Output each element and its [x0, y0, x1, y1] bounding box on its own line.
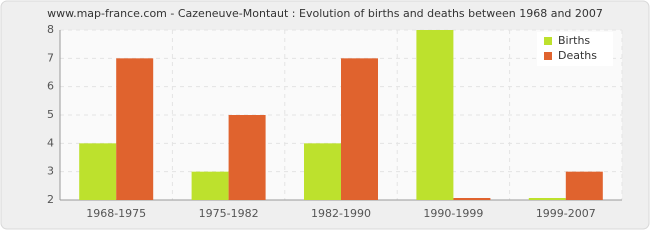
legend-swatch — [544, 52, 552, 60]
bar — [341, 58, 378, 201]
y-tick-label: 8 — [47, 23, 54, 36]
chart: www.map-france.com - Cazeneuve-Montaut :… — [0, 0, 650, 230]
bar — [565, 171, 603, 200]
bar — [79, 143, 117, 200]
bar — [191, 171, 229, 200]
x-tick-label: 1990-1999 — [423, 207, 483, 220]
y-tick-label: 4 — [47, 136, 54, 149]
y-tick-label: 3 — [47, 165, 54, 178]
bar — [304, 143, 341, 200]
bar — [116, 58, 154, 201]
x-tick-label: 1968-1975 — [86, 207, 146, 220]
y-tick-label: 2 — [47, 193, 54, 206]
bar — [228, 115, 266, 200]
x-tick-label: 1999-2007 — [536, 207, 596, 220]
x-tick-label: 1982-1990 — [311, 207, 371, 220]
legend-label: Deaths — [558, 49, 597, 62]
chart-title: www.map-france.com - Cazeneuve-Montaut :… — [47, 7, 603, 20]
legend-swatch — [544, 37, 552, 45]
legend-label: Births — [558, 34, 590, 47]
y-tick-label: 5 — [47, 108, 54, 121]
bar — [453, 198, 491, 200]
bar — [416, 30, 454, 200]
bar — [528, 198, 566, 200]
y-tick-label: 6 — [47, 80, 54, 93]
y-tick-label: 7 — [47, 51, 54, 64]
x-tick-label: 1975-1982 — [199, 207, 259, 220]
